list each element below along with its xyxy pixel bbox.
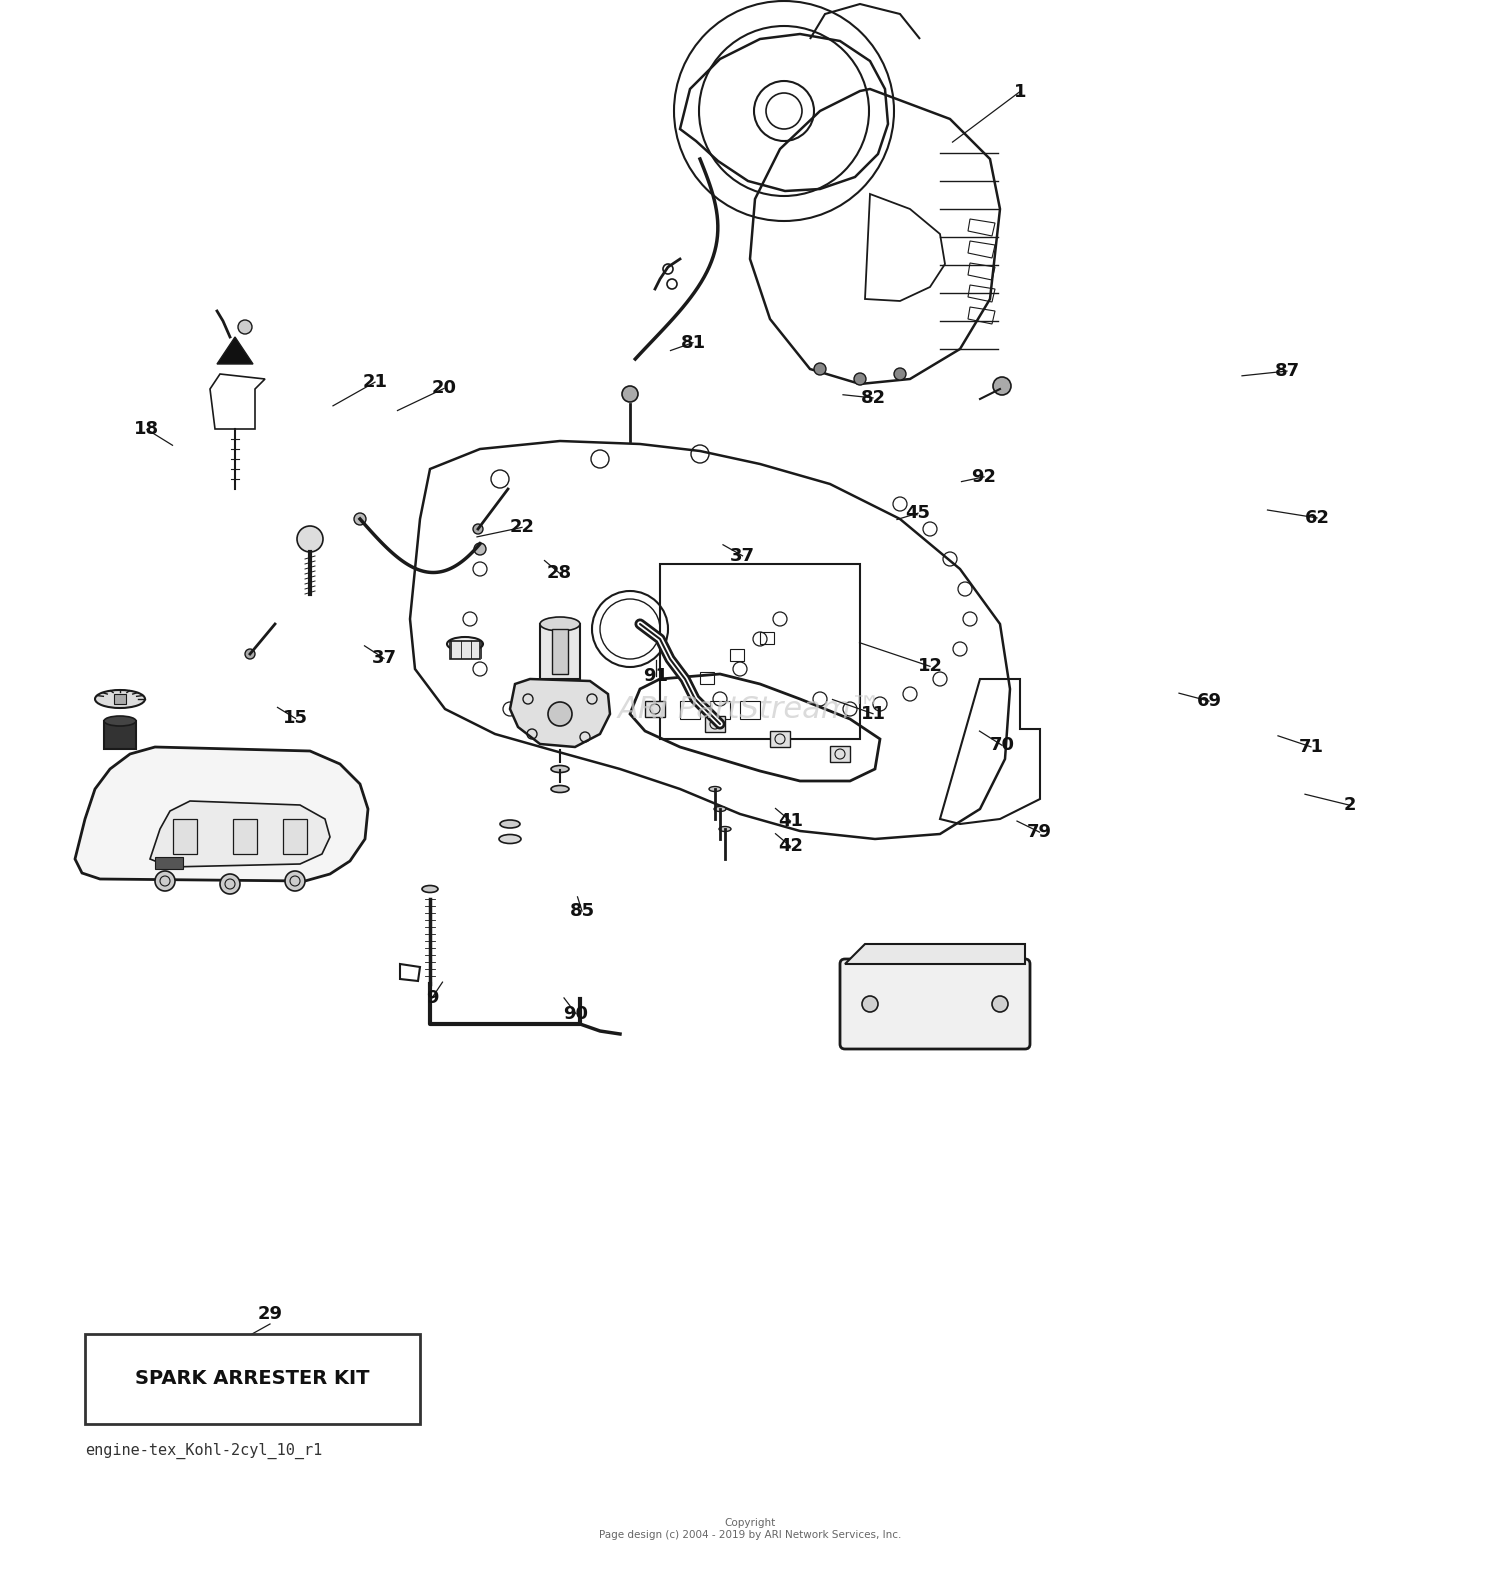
Text: 69: 69 — [1197, 692, 1221, 711]
Circle shape — [154, 872, 176, 891]
Text: 29: 29 — [258, 1304, 282, 1323]
Ellipse shape — [447, 636, 483, 651]
Text: 18: 18 — [135, 420, 159, 439]
Text: 41: 41 — [778, 812, 802, 831]
Text: 9: 9 — [426, 988, 438, 1007]
Bar — [660, 564, 859, 739]
Text: 21: 21 — [363, 373, 387, 392]
Text: 70: 70 — [990, 736, 1014, 755]
Text: 20: 20 — [432, 379, 456, 398]
Text: engine-tex_Kohl-2cyl_10_r1: engine-tex_Kohl-2cyl_10_r1 — [86, 1443, 322, 1459]
Circle shape — [993, 377, 1011, 395]
Circle shape — [815, 363, 827, 374]
Text: 42: 42 — [778, 837, 802, 856]
Circle shape — [992, 996, 1008, 1012]
Polygon shape — [844, 944, 1024, 965]
Text: 11: 11 — [861, 704, 885, 723]
Circle shape — [622, 385, 638, 403]
Text: ARI PartStream™: ARI PartStream™ — [618, 695, 882, 723]
Circle shape — [894, 368, 906, 381]
Bar — [730, 649, 744, 662]
Bar — [86, 1334, 420, 1424]
Polygon shape — [150, 801, 330, 867]
Text: 82: 82 — [861, 388, 885, 407]
Bar — [284, 820, 308, 854]
Ellipse shape — [94, 690, 146, 707]
Circle shape — [548, 703, 572, 726]
Ellipse shape — [500, 820, 520, 827]
Circle shape — [853, 373, 865, 385]
Bar — [232, 820, 256, 854]
Bar — [760, 632, 774, 644]
Text: 1: 1 — [1014, 82, 1026, 101]
Circle shape — [220, 875, 240, 894]
Text: 90: 90 — [564, 1004, 588, 1023]
Circle shape — [285, 872, 304, 891]
Bar — [740, 701, 760, 718]
Bar — [770, 731, 790, 747]
Text: 71: 71 — [1299, 737, 1323, 756]
Ellipse shape — [550, 785, 568, 793]
Bar — [540, 624, 580, 679]
Ellipse shape — [540, 617, 580, 632]
Text: 37: 37 — [730, 546, 754, 565]
Text: 12: 12 — [918, 657, 942, 676]
Ellipse shape — [718, 826, 730, 832]
Text: 2: 2 — [1344, 796, 1356, 815]
Text: 28: 28 — [548, 564, 572, 583]
Text: 81: 81 — [681, 333, 705, 352]
Text: 87: 87 — [1275, 362, 1299, 381]
Ellipse shape — [500, 834, 520, 843]
Ellipse shape — [710, 786, 722, 791]
Polygon shape — [75, 747, 368, 881]
Bar — [705, 715, 724, 733]
Bar — [114, 695, 126, 704]
Text: 45: 45 — [906, 504, 930, 523]
Bar — [700, 673, 714, 684]
Bar — [680, 701, 700, 718]
Bar — [830, 745, 850, 763]
Circle shape — [354, 513, 366, 524]
Bar — [154, 857, 183, 868]
Bar — [172, 820, 196, 854]
Text: 79: 79 — [1028, 823, 1051, 842]
Circle shape — [474, 543, 486, 554]
Text: SPARK ARRESTER KIT: SPARK ARRESTER KIT — [135, 1369, 369, 1388]
Circle shape — [297, 526, 322, 553]
Bar — [645, 701, 664, 717]
FancyBboxPatch shape — [840, 958, 1030, 1048]
Text: 85: 85 — [570, 902, 594, 921]
Text: 91: 91 — [644, 666, 668, 685]
Ellipse shape — [104, 715, 136, 726]
Circle shape — [244, 649, 255, 658]
Text: 92: 92 — [972, 467, 996, 486]
Text: 15: 15 — [284, 709, 308, 728]
Bar — [710, 701, 730, 718]
Ellipse shape — [422, 886, 438, 892]
Ellipse shape — [714, 807, 726, 812]
Polygon shape — [217, 336, 254, 365]
Circle shape — [862, 996, 877, 1012]
Bar — [450, 641, 480, 658]
Text: 22: 22 — [510, 518, 534, 537]
Bar — [552, 628, 568, 674]
Circle shape — [238, 321, 252, 335]
Text: Copyright
Page design (c) 2004 - 2019 by ARI Network Services, Inc.: Copyright Page design (c) 2004 - 2019 by… — [598, 1517, 902, 1540]
Polygon shape — [510, 679, 610, 747]
Bar — [104, 722, 136, 748]
Circle shape — [472, 524, 483, 534]
Text: 62: 62 — [1305, 508, 1329, 527]
Ellipse shape — [550, 766, 568, 772]
Text: 37: 37 — [372, 649, 396, 668]
